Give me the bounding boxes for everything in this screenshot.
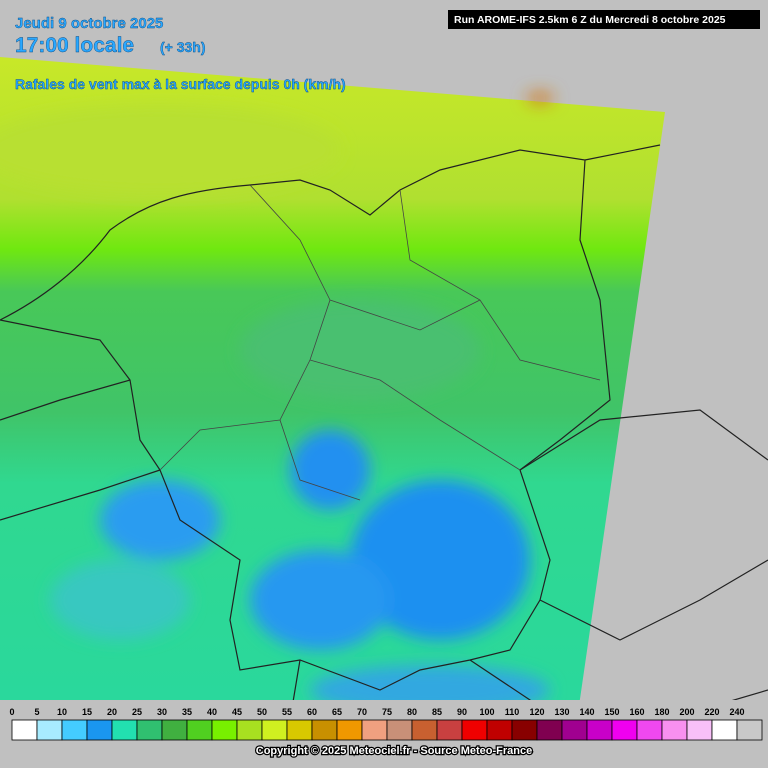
legend-swatch xyxy=(511,719,538,741)
legend-swatch xyxy=(736,719,763,741)
legend-swatch xyxy=(36,719,63,741)
legend-label: 180 xyxy=(654,707,669,717)
legend-swatch xyxy=(136,719,163,741)
legend-swatch xyxy=(386,719,413,741)
legend-label: 90 xyxy=(457,707,467,717)
legend-swatch xyxy=(286,719,313,741)
legend-label: 85 xyxy=(432,707,442,717)
legend-swatch xyxy=(611,719,638,741)
legend-label: 130 xyxy=(554,707,569,717)
legend-label: 75 xyxy=(382,707,392,717)
legend-swatch xyxy=(686,719,713,741)
legend-swatch xyxy=(86,719,113,741)
legend-label: 5 xyxy=(34,707,39,717)
legend-label: 100 xyxy=(479,707,494,717)
legend-label: 15 xyxy=(82,707,92,717)
legend-swatch xyxy=(711,719,738,741)
legend-swatch xyxy=(236,719,263,741)
legend-label: 110 xyxy=(505,707,520,717)
legend-swatch xyxy=(336,719,363,741)
legend-label: 35 xyxy=(182,707,192,717)
legend-label: 120 xyxy=(529,707,544,717)
legend-label: 20 xyxy=(107,707,117,717)
legend-label: 65 xyxy=(332,707,342,717)
legend-label: 150 xyxy=(604,707,619,717)
legend-swatch xyxy=(261,719,288,741)
legend-label: 200 xyxy=(679,707,694,717)
legend-swatch xyxy=(486,719,513,741)
legend-label: 160 xyxy=(629,707,644,717)
legend-label: 60 xyxy=(307,707,317,717)
legend-swatch xyxy=(61,719,88,741)
time: 17:00 locale xyxy=(15,34,134,57)
legend-label: 45 xyxy=(232,707,242,717)
legend-swatch xyxy=(211,719,238,741)
legend-label: 0 xyxy=(9,707,14,717)
legend-label: 55 xyxy=(282,707,292,717)
legend-label: 50 xyxy=(257,707,267,717)
legend-swatch xyxy=(361,719,388,741)
legend-label: 240 xyxy=(729,707,744,717)
legend: 0 5 10 15 20 25 30 35 40 45 50 55 60 65 70 75 80 85 90 100 1… xyxy=(9,707,763,741)
legend-label: 40 xyxy=(207,707,217,717)
legend-swatch xyxy=(161,719,188,741)
legend-label: 25 xyxy=(132,707,142,717)
subtitle: Rafales de vent max à la surface depuis … xyxy=(15,76,346,92)
date: Jeudi 9 octobre 2025 xyxy=(15,15,163,32)
legend-swatch xyxy=(586,719,613,741)
legend-swatch xyxy=(536,719,563,741)
legend-swatch xyxy=(186,719,213,741)
legend-label: 10 xyxy=(57,707,67,717)
legend-swatch xyxy=(436,719,463,741)
legend-swatch xyxy=(311,719,338,741)
borders xyxy=(0,144,768,768)
copyright: Copyright © 2025 Meteociel.fr - Source M… xyxy=(256,745,532,757)
legend-swatch xyxy=(661,719,688,741)
legend-label: 140 xyxy=(579,707,594,717)
legend-label: 220 xyxy=(704,707,719,717)
run-info: Run AROME-IFS 2.5km 6 Z du Mercredi 8 oc… xyxy=(454,14,726,26)
legend-swatch xyxy=(561,719,588,741)
legend-label: 70 xyxy=(357,707,367,717)
legend-swatch xyxy=(11,719,38,741)
legend-label: 30 xyxy=(157,707,167,717)
legend-label: 80 xyxy=(407,707,417,717)
legend-swatch xyxy=(411,719,438,741)
legend-swatch xyxy=(461,719,488,741)
legend-swatch xyxy=(636,719,663,741)
run-box xyxy=(448,10,760,29)
legend-swatch xyxy=(111,719,138,741)
lead-time: (+ 33h) xyxy=(160,39,206,55)
